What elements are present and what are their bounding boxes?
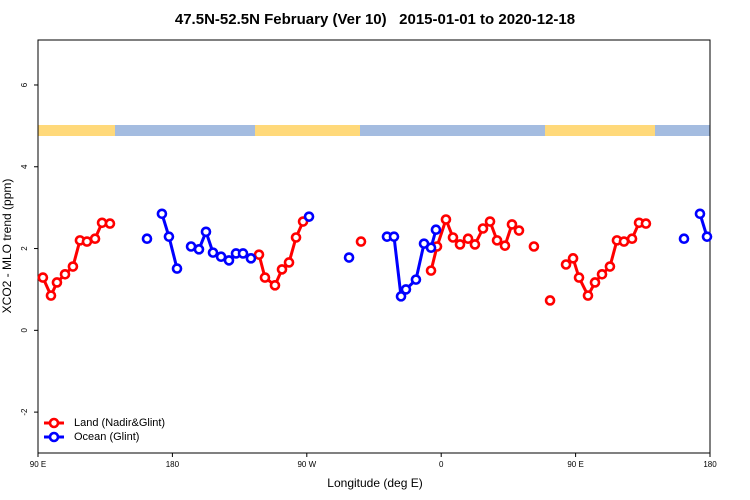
y-tick-label: 0 <box>20 328 29 333</box>
point <box>388 231 400 242</box>
x-tick-label: 180 <box>166 460 180 469</box>
series-line <box>41 221 111 300</box>
legend-marker <box>48 431 60 443</box>
point <box>104 218 116 229</box>
point <box>528 241 540 252</box>
point <box>343 252 355 263</box>
x-tick-label: 90 W <box>297 460 316 469</box>
point <box>141 233 153 245</box>
point <box>290 232 302 243</box>
point <box>223 255 235 266</box>
y-tick-label: 2 <box>20 246 29 251</box>
legend-label: Ocean (Glint) <box>74 431 139 443</box>
point <box>484 216 496 227</box>
point <box>200 226 212 238</box>
point <box>513 225 525 236</box>
point <box>163 231 175 242</box>
point <box>276 264 288 275</box>
y-tick-label: 6 <box>20 82 29 87</box>
point <box>156 208 168 220</box>
point <box>355 236 367 247</box>
x-axis-label: Longitude (deg E) <box>327 476 422 490</box>
point <box>425 265 437 276</box>
point <box>67 261 79 272</box>
point <box>589 277 601 288</box>
point <box>269 280 281 291</box>
y-axis-label: XCO2 - MLO trend (ppm) <box>0 179 14 314</box>
point <box>303 211 315 222</box>
point <box>400 284 412 295</box>
point <box>440 214 452 225</box>
point <box>51 277 63 288</box>
point <box>430 224 442 236</box>
point <box>640 218 652 229</box>
point <box>215 251 227 263</box>
point <box>89 233 101 245</box>
point <box>447 232 459 243</box>
ocean-band <box>360 125 545 136</box>
point <box>626 233 638 245</box>
point <box>454 239 466 250</box>
point <box>678 233 690 245</box>
point <box>283 257 295 268</box>
ocean-band <box>115 125 255 136</box>
point <box>410 274 422 285</box>
point <box>171 263 183 274</box>
point <box>37 272 49 283</box>
point <box>469 239 481 250</box>
point <box>207 247 219 258</box>
point <box>573 272 585 283</box>
point <box>582 290 594 301</box>
chart-title: 47.5N-52.5N February (Ver 10) 2015-01-01… <box>175 11 575 28</box>
land-band <box>38 125 115 136</box>
point <box>59 269 71 280</box>
point <box>604 261 616 272</box>
point <box>477 223 489 234</box>
point <box>425 242 437 254</box>
point <box>45 290 57 301</box>
plot-frame <box>37 39 711 454</box>
point <box>193 244 205 255</box>
point <box>506 219 518 230</box>
point <box>462 233 474 245</box>
point <box>245 253 257 264</box>
point <box>544 295 556 306</box>
point <box>395 291 407 302</box>
legend-marker <box>48 417 60 429</box>
x-tick-label: 90 E <box>30 460 46 469</box>
point <box>259 272 271 283</box>
x-tick-label: 180 <box>703 460 717 469</box>
point <box>237 248 249 259</box>
land-band <box>255 125 360 136</box>
x-tick-label: 90 E <box>567 460 583 469</box>
legend-label: Land (Nadir&Glint) <box>74 417 165 429</box>
y-tick-label: 4 <box>20 164 29 169</box>
y-tick-label: -2 <box>20 408 29 416</box>
ocean-band <box>655 125 710 136</box>
point <box>499 240 511 251</box>
x-tick-label: 0 <box>439 460 444 469</box>
point <box>560 259 572 270</box>
point <box>596 269 608 280</box>
point <box>567 253 579 264</box>
point <box>253 249 265 260</box>
point <box>701 231 713 242</box>
land-band <box>545 125 655 136</box>
surface-strip <box>38 125 710 136</box>
point <box>694 208 706 220</box>
point <box>491 235 503 246</box>
